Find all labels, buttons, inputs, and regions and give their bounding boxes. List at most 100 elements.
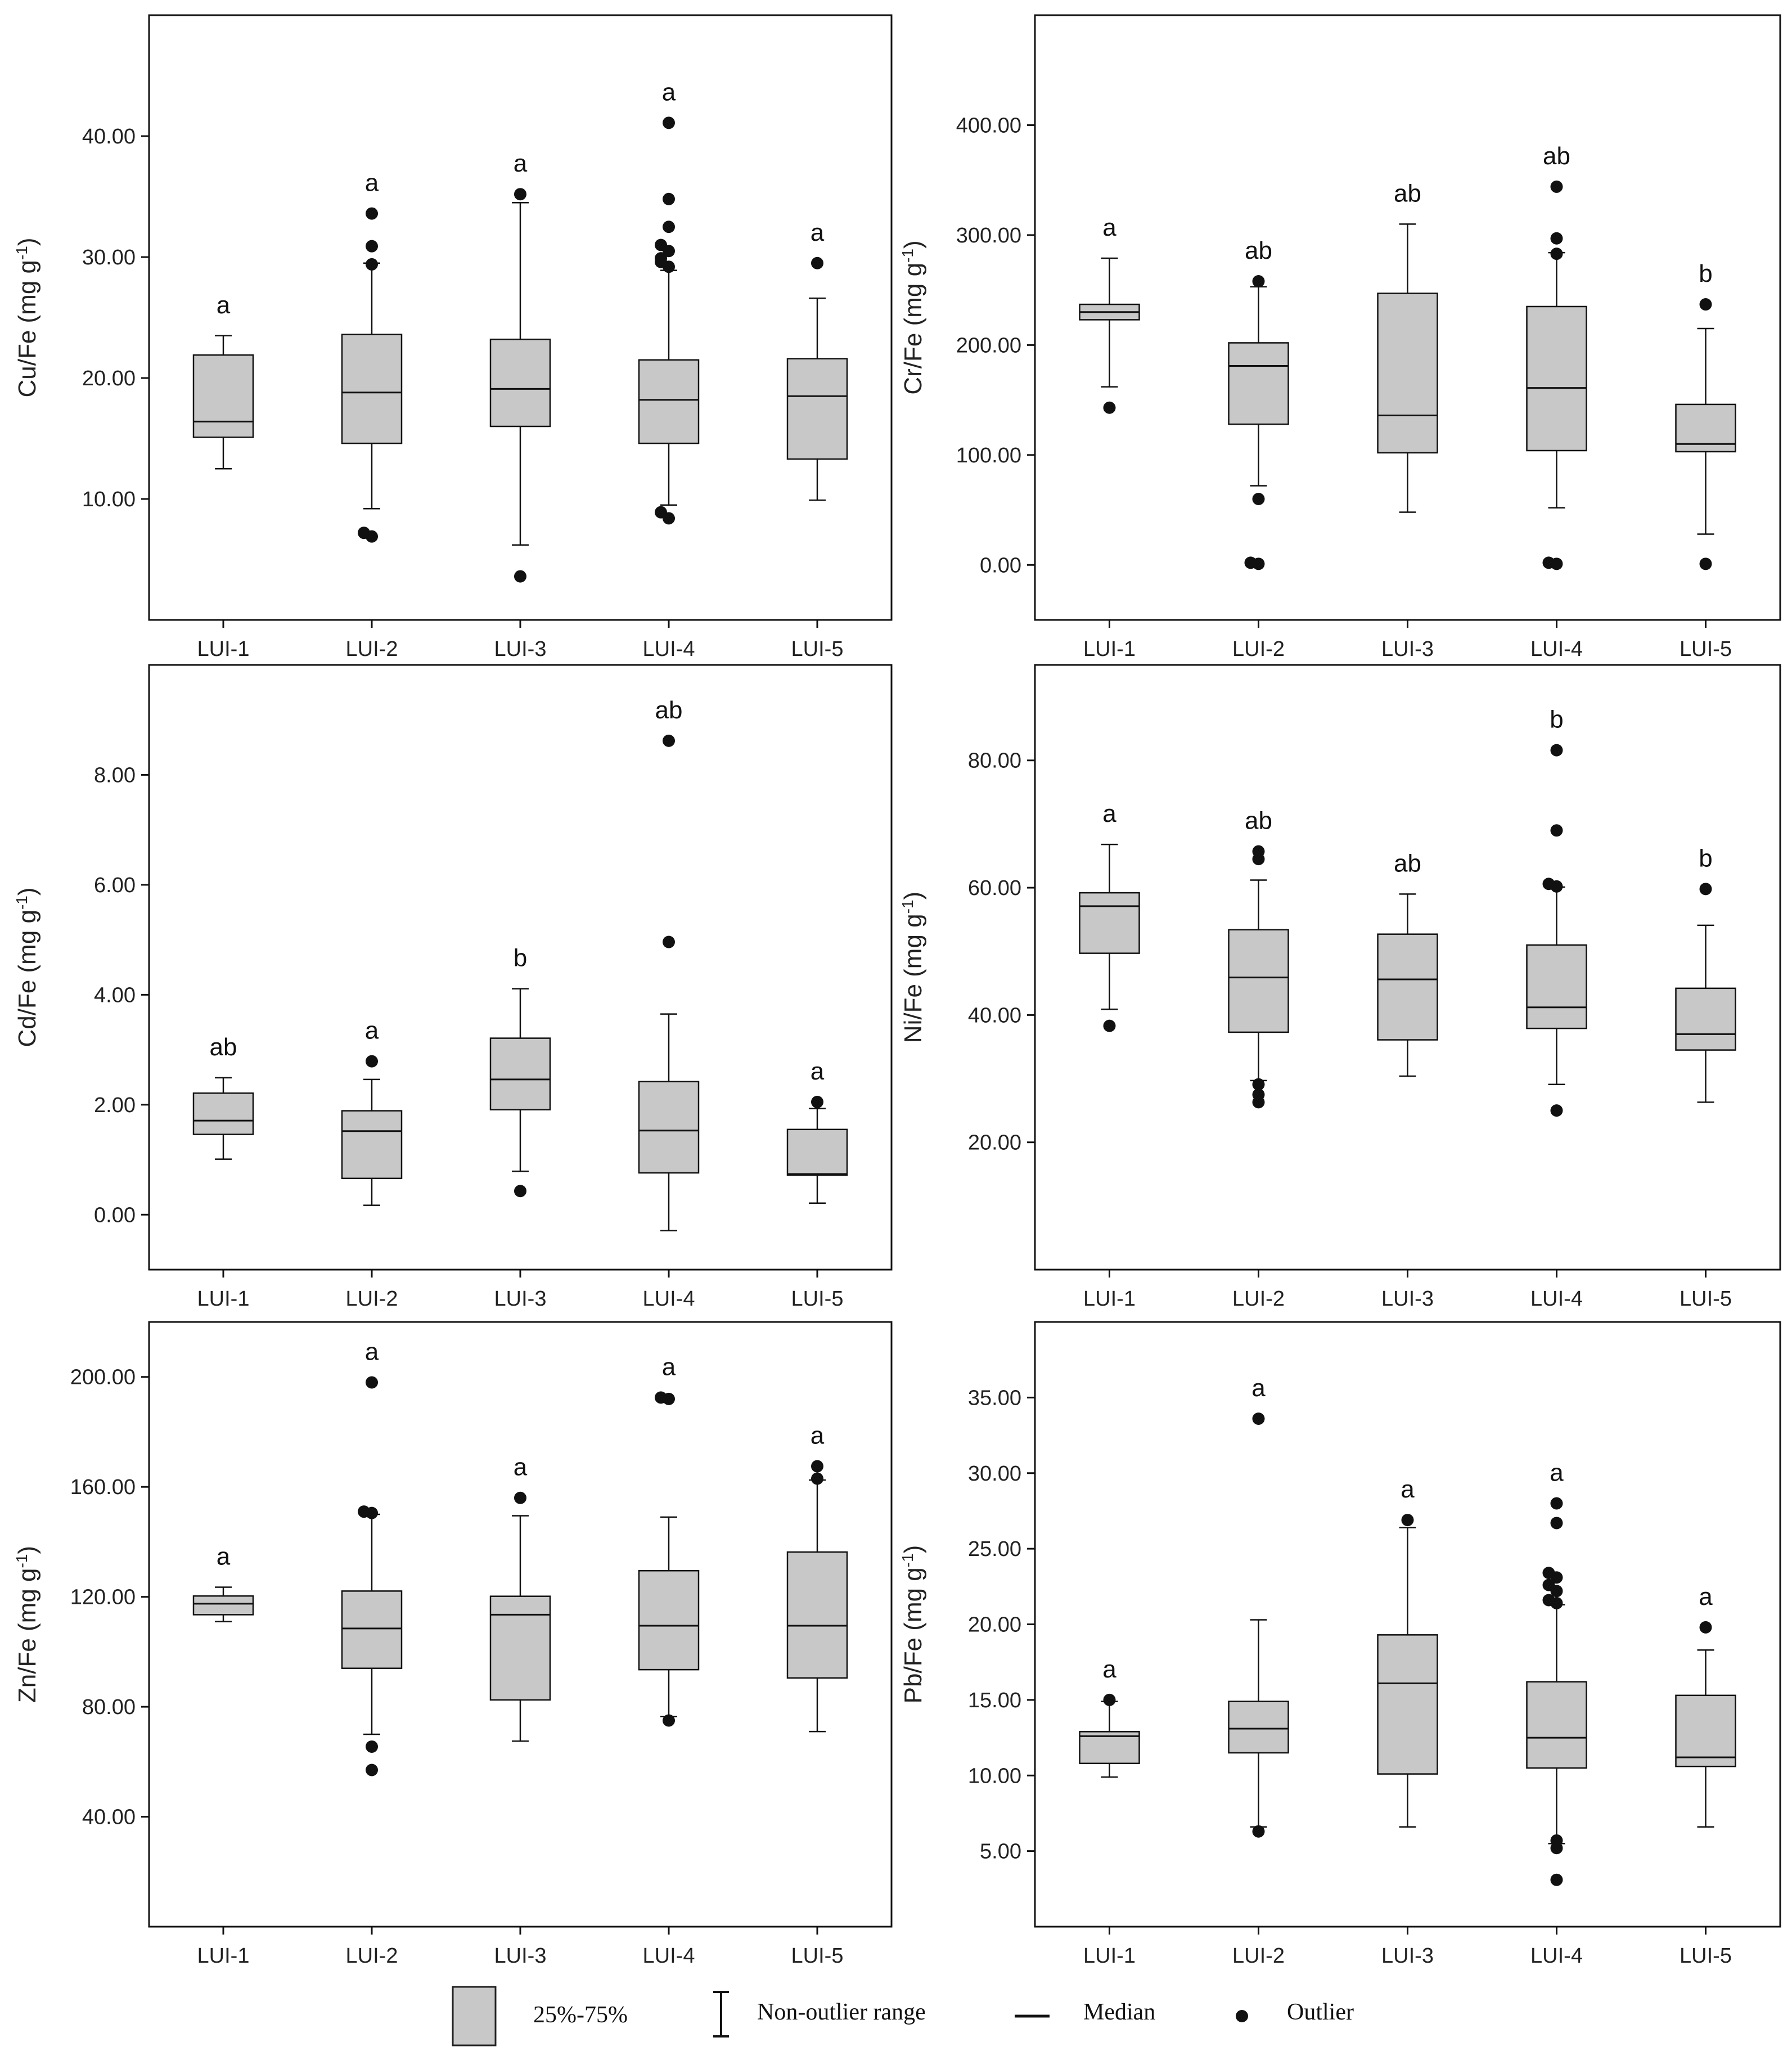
significance-label: b (1699, 844, 1712, 872)
iqr-box (192, 1595, 254, 1616)
x-tick-label: LUI-2 (1232, 1287, 1285, 1311)
legend-outlier-label: Outlier (1287, 1999, 1354, 2025)
significance-label: ab (655, 696, 683, 724)
legend-iqr-label: 25%-75% (533, 2002, 628, 2028)
y-tick-label: 20.00 (968, 1613, 1021, 1637)
x-tick-label: LUI-4 (643, 1944, 695, 1968)
chart-panels: 10.00 20.00 30.00 40.00 Cu/Fe (mg g-1) LUI-1 a… (13, 14, 1781, 1968)
y-tick-label: 80.00 (968, 749, 1021, 773)
outlier-point (1550, 744, 1563, 757)
y-tick-label: 4.00 (94, 983, 136, 1007)
significance-label: a (1699, 1583, 1713, 1611)
box-lui-1: a (192, 291, 254, 470)
iqr-box (638, 359, 700, 444)
outlier-point (366, 1055, 378, 1068)
legend-outlier-symbol (1236, 2010, 1248, 2022)
x-tick-label: LUI-3 (1381, 637, 1434, 661)
box-lui-5: a (786, 1422, 848, 1733)
x-tick-label: LUI-1 (1083, 1287, 1136, 1311)
outlier-point (663, 116, 675, 129)
iqr-box (341, 1110, 403, 1180)
y-tick-label: 100.00 (956, 444, 1021, 467)
outlier-point (358, 527, 370, 539)
x-tick-label: LUI-2 (346, 637, 398, 661)
box-lui-1: a (1079, 800, 1140, 1032)
box-lui-4: a (638, 1353, 700, 1727)
y-tick-label: 35.00 (968, 1386, 1021, 1410)
box-lui-3: b (489, 944, 551, 1198)
outlier-point (1244, 556, 1257, 569)
iqr-box (1675, 987, 1736, 1051)
outlier-point (366, 1764, 378, 1776)
outlier-point (1542, 1567, 1555, 1580)
box-lui-2: a (1228, 1374, 1289, 1838)
x-tick-label: LUI-5 (1680, 1944, 1732, 1968)
y-tick-label: 200.00 (70, 1366, 136, 1389)
legend: 25%-75% Non-outlier range Median Outlier (452, 1986, 1354, 2046)
outlier-point (1542, 1594, 1555, 1607)
outlier-point (1550, 1497, 1563, 1510)
outlier-point (1542, 878, 1555, 890)
outlier-point (1252, 1078, 1265, 1091)
x-tick-label: LUI-1 (1083, 637, 1136, 661)
box-lui-1: a (192, 1543, 254, 1622)
outlier-point (1542, 556, 1555, 569)
significance-label: a (662, 1353, 676, 1380)
significance-label: b (514, 944, 527, 972)
box-lui-3: ab (1377, 849, 1438, 1077)
significance-label: a (1401, 1476, 1415, 1503)
y-tick-label: 60.00 (968, 876, 1021, 900)
x-tick-label: LUI-2 (1232, 1944, 1285, 1968)
panel-5: 40.00 80.00 120.00 160.00 200.00 Zn/Fe (mg g-… (13, 1321, 893, 1968)
outlier-point (1252, 275, 1265, 287)
iqr-box (192, 1092, 254, 1135)
significance-label: a (811, 1422, 825, 1450)
y-tick-label: 25.00 (968, 1537, 1021, 1561)
x-tick-label: LUI-5 (1680, 637, 1732, 661)
outlier-point (1252, 1825, 1265, 1838)
outlier-point (1550, 1104, 1563, 1117)
iqr-box (1079, 892, 1140, 954)
outlier-point (514, 188, 526, 201)
y-tick-label: 120.00 (70, 1586, 136, 1609)
panel-3: 0.00 2.00 4.00 6.00 8.00 Cd/Fe (mg g-1) LUI-1 a… (13, 664, 893, 1311)
outlier-point (1103, 401, 1116, 414)
y-tick-label: 8.00 (94, 763, 136, 787)
outlier-point (1550, 1517, 1563, 1530)
outlier-point (811, 1095, 823, 1108)
iqr-box (1675, 1694, 1736, 1767)
outlier-point (514, 570, 526, 583)
y-tick-label: 5.00 (980, 1840, 1021, 1864)
box-lui-3: a (489, 150, 551, 583)
panel-4: 20.00 40.00 60.00 80.00 Ni/Fe (mg g-1) LUI-1 a… (899, 664, 1781, 1311)
iqr-box (638, 1569, 700, 1671)
significance-label: a (1102, 1656, 1116, 1683)
iqr-box (1526, 305, 1587, 452)
box-lui-5: a (786, 1058, 848, 1204)
y-tick-label: 30.00 (82, 246, 136, 269)
significance-label: ab (1543, 142, 1570, 170)
outlier-point (1550, 824, 1563, 837)
box-lui-5: b (1675, 260, 1736, 570)
y-tick-label: 6.00 (94, 874, 136, 897)
outlier-point (1699, 1621, 1712, 1634)
significance-label: a (811, 1058, 825, 1085)
y-tick-label: 40.00 (968, 1004, 1021, 1027)
x-tick-label: LUI-2 (346, 1944, 398, 1968)
box-lui-2: ab (1228, 807, 1289, 1109)
x-tick-label: LUI-4 (643, 1287, 695, 1311)
legend-range-label: Non-outlier range (757, 1999, 926, 2025)
iqr-box (192, 354, 254, 438)
outlier-point (1103, 1693, 1116, 1706)
outlier-point (1699, 557, 1712, 570)
significance-label: b (1550, 706, 1563, 734)
legend-median-label: Median (1083, 1999, 1155, 2025)
significance-label: b (1699, 260, 1712, 287)
box-lui-5: b (1675, 844, 1736, 1103)
outlier-point (1401, 1514, 1414, 1527)
significance-label: ab (1245, 237, 1272, 264)
significance-label: a (217, 1543, 231, 1571)
x-tick-label: LUI-2 (346, 1287, 398, 1311)
x-tick-label: LUI-3 (1381, 1944, 1434, 1968)
significance-label: a (1102, 800, 1116, 827)
